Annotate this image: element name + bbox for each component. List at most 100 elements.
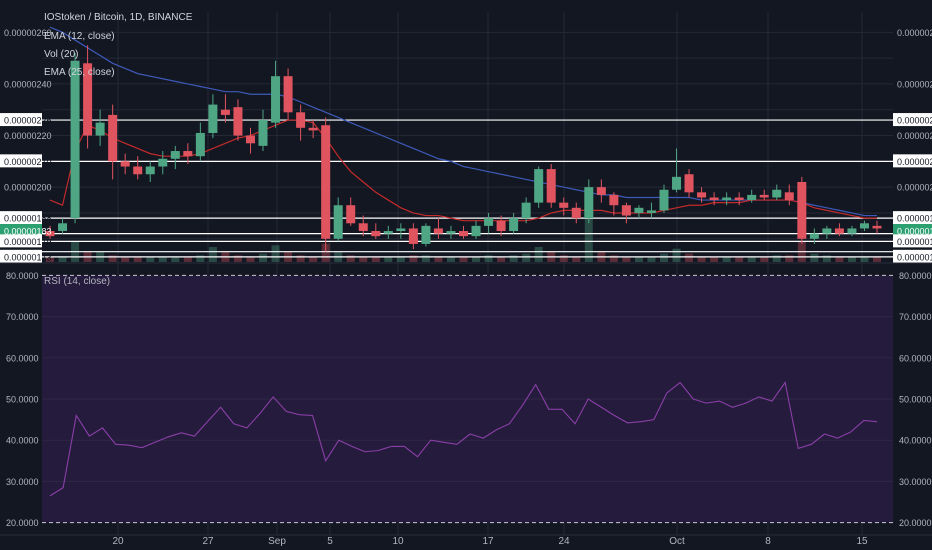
price-tick-label: 0.00000226 bbox=[897, 116, 932, 126]
rsi-tick-label: 50.0000 bbox=[6, 395, 39, 405]
volume-bar bbox=[534, 247, 543, 262]
candle-body bbox=[433, 228, 443, 234]
candle-body bbox=[396, 228, 406, 232]
candle-body bbox=[621, 205, 631, 216]
volume-bar bbox=[835, 257, 844, 262]
candle-body bbox=[584, 187, 594, 219]
candle-body bbox=[559, 202, 569, 208]
price-tick-label: 0.00000173 bbox=[4, 252, 52, 262]
candle-body bbox=[809, 233, 819, 239]
price-label-box bbox=[0, 234, 42, 248]
volume-bar bbox=[421, 255, 430, 262]
candle-body bbox=[471, 225, 481, 237]
candle-body bbox=[496, 220, 506, 232]
rsi-tick-label: 30.0000 bbox=[899, 477, 932, 487]
price-label-box bbox=[0, 211, 42, 225]
candle-body bbox=[747, 194, 757, 201]
candle-body bbox=[296, 112, 306, 128]
price-label-box bbox=[0, 224, 42, 238]
candle-body bbox=[95, 122, 105, 136]
price-tick-label: 0.00000200 bbox=[4, 183, 52, 193]
candle-body bbox=[659, 189, 669, 211]
candle-body bbox=[609, 194, 619, 206]
candle-body bbox=[709, 197, 719, 201]
price-tick-label: 0.00000183 bbox=[897, 227, 932, 237]
price-tick-label: 0.00000226 bbox=[4, 116, 52, 126]
price-tick-label: 0.00000210 bbox=[4, 157, 52, 167]
candle-body bbox=[183, 151, 193, 157]
rsi-tick-label: 60.0000 bbox=[899, 353, 932, 363]
candle-body bbox=[258, 120, 268, 146]
candle-body bbox=[358, 223, 368, 232]
candle-body bbox=[834, 228, 844, 234]
rsi-line bbox=[49, 381, 878, 497]
candle-body bbox=[872, 225, 882, 229]
volume-bar bbox=[233, 255, 242, 262]
volume-bar bbox=[46, 257, 54, 262]
time-tick-label: 15 bbox=[856, 536, 868, 547]
volume-bar bbox=[710, 257, 719, 262]
candle-body bbox=[859, 223, 869, 229]
candle-body bbox=[734, 197, 744, 201]
rsi-tick-label: 30.0000 bbox=[6, 477, 39, 487]
rsi-legend: RSI (14, close) bbox=[44, 276, 111, 287]
time-tick-label: Oct bbox=[669, 536, 685, 547]
candle-body bbox=[408, 228, 418, 244]
candle-body bbox=[759, 194, 769, 198]
volume-bar bbox=[371, 257, 380, 262]
price-label-box bbox=[0, 249, 42, 263]
candle-body bbox=[822, 228, 832, 234]
volume-bar bbox=[196, 255, 205, 262]
candle-body bbox=[70, 60, 80, 219]
candle-body bbox=[772, 189, 782, 198]
candle-body bbox=[672, 176, 682, 190]
candle-body bbox=[797, 182, 807, 239]
price-tick-label: 0.00000220 bbox=[897, 131, 932, 141]
rsi-tick-label: 20.0000 bbox=[6, 518, 39, 528]
price-tick-label: 0.00000188 bbox=[897, 214, 932, 224]
volume-bar bbox=[459, 257, 468, 262]
volume-bar bbox=[446, 257, 455, 262]
volume-bar bbox=[309, 257, 318, 262]
price-tick-label: 0.00000260 bbox=[4, 28, 52, 38]
candle-body bbox=[421, 225, 431, 244]
volume-bar bbox=[484, 255, 493, 262]
volume-bar bbox=[208, 247, 217, 262]
price-tick-label: 0.00000183 bbox=[4, 227, 52, 237]
price-label-box bbox=[0, 154, 42, 168]
price-label-box bbox=[893, 154, 932, 168]
volume-bar bbox=[760, 257, 769, 262]
time-tick-label: Sep bbox=[268, 536, 286, 547]
time-tick-label: 24 bbox=[558, 536, 570, 547]
rsi-tick-label: 70.0000 bbox=[899, 312, 932, 322]
candle-body bbox=[83, 63, 93, 136]
volume-bar bbox=[722, 257, 731, 262]
price-tick-label: 0.00000200 bbox=[897, 183, 932, 193]
candle-body bbox=[546, 169, 556, 203]
volume-bar bbox=[246, 257, 255, 262]
candle-body bbox=[534, 169, 544, 203]
rsi-tick-label: 80.0000 bbox=[6, 271, 39, 281]
candle-body bbox=[697, 192, 707, 198]
volume-bar bbox=[697, 257, 706, 262]
price-label-box bbox=[893, 234, 932, 248]
volume-bar bbox=[296, 255, 305, 262]
time-tick-label: 27 bbox=[202, 536, 214, 547]
volume-legend: Vol (20) bbox=[44, 49, 79, 60]
time-tick-label: 20 bbox=[112, 536, 124, 547]
volume-bar bbox=[873, 257, 881, 262]
horizontal-levels bbox=[42, 119, 893, 258]
ema-25-legend: EMA (25, close) bbox=[44, 67, 115, 78]
price-tick-label: 0.00000179 bbox=[4, 237, 52, 247]
volume-bar bbox=[133, 257, 142, 262]
volume-bar bbox=[359, 257, 368, 262]
candle-body bbox=[333, 205, 343, 239]
rsi-tick-label: 40.0000 bbox=[899, 436, 932, 446]
candle-body bbox=[321, 125, 331, 239]
volume-bar bbox=[497, 257, 506, 262]
candle-body bbox=[208, 104, 218, 133]
rsi-tick-label: 40.0000 bbox=[6, 436, 39, 446]
time-tick-label: 5 bbox=[327, 536, 333, 547]
price-tick-label: 0.00000240 bbox=[897, 79, 932, 89]
